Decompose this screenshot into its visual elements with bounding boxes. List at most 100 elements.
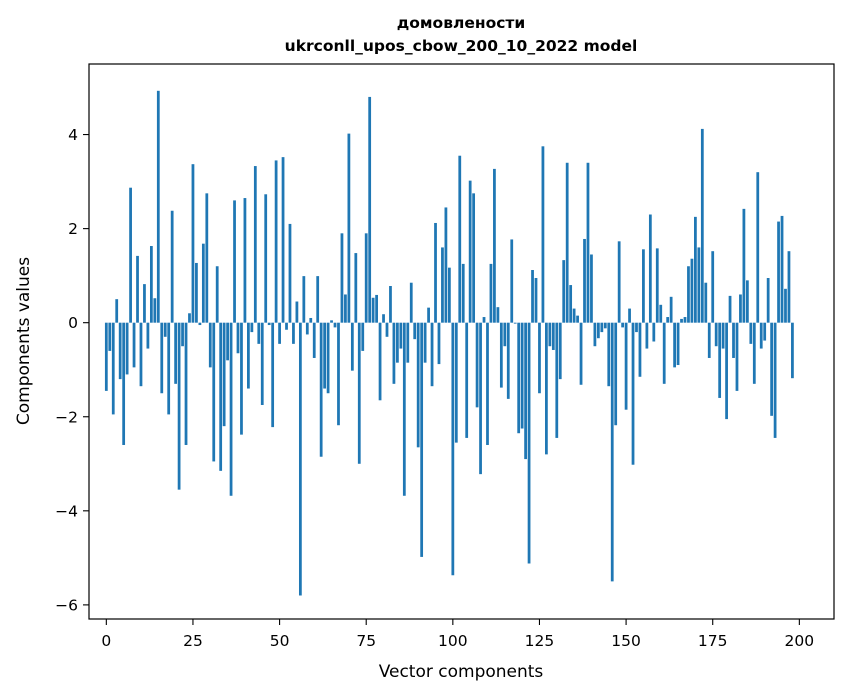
- bar: [496, 307, 500, 323]
- bar: [461, 263, 465, 323]
- bar: [219, 322, 223, 471]
- bar: [763, 322, 767, 341]
- bar: [607, 322, 611, 387]
- bar: [413, 322, 417, 340]
- bar: [271, 322, 275, 428]
- y-tick-label: 0: [68, 314, 78, 332]
- bar: [635, 322, 638, 333]
- bar: [136, 255, 139, 323]
- bar: [687, 266, 690, 323]
- bars-group: [104, 90, 794, 596]
- bar: [503, 322, 507, 347]
- bar: [143, 284, 146, 323]
- bar: [340, 233, 344, 323]
- bar: [253, 166, 257, 323]
- y-tick-label: −4: [55, 502, 78, 520]
- bar: [247, 322, 250, 389]
- bar: [586, 162, 590, 323]
- bar: [447, 267, 451, 323]
- bar: [333, 322, 337, 328]
- x-tick-label: 50: [270, 632, 290, 650]
- bar: [222, 322, 226, 427]
- bar: [201, 243, 205, 323]
- bar: [732, 322, 735, 358]
- bar: [707, 322, 711, 358]
- bar: [139, 322, 143, 387]
- bar: [655, 248, 659, 323]
- bar: [229, 322, 233, 496]
- bar: [212, 322, 216, 462]
- bar: [694, 216, 697, 323]
- bar: [104, 322, 108, 391]
- bar: [406, 322, 410, 363]
- bar: [752, 322, 756, 384]
- bar: [648, 214, 652, 323]
- bar: [662, 322, 666, 384]
- bar: [728, 295, 732, 323]
- bar: [434, 222, 437, 323]
- bar: [170, 210, 174, 323]
- bar: [146, 322, 150, 349]
- bar: [323, 322, 327, 389]
- bar: [402, 322, 406, 496]
- bar: [399, 322, 403, 349]
- bar: [295, 301, 299, 323]
- bar: [427, 307, 430, 323]
- bar: [167, 322, 171, 415]
- bar: [371, 297, 375, 323]
- bar: [766, 278, 770, 323]
- bar: [538, 322, 541, 394]
- bar: [375, 294, 378, 323]
- bar: [468, 180, 472, 323]
- bar: [520, 322, 524, 429]
- bar: [676, 322, 680, 366]
- bar: [451, 322, 455, 576]
- bar: [773, 322, 777, 438]
- bar: [780, 215, 784, 323]
- bar: [479, 322, 482, 475]
- bar: [302, 276, 306, 323]
- bar: [638, 322, 642, 377]
- x-tick-label: 125: [525, 632, 555, 650]
- bar: [749, 322, 753, 344]
- bar: [714, 322, 718, 347]
- bar: [770, 322, 774, 416]
- bar: [191, 164, 195, 323]
- bar: [149, 246, 153, 323]
- bar: [430, 322, 434, 387]
- bar: [305, 322, 309, 335]
- bar: [513, 322, 517, 324]
- bar: [441, 247, 444, 323]
- bar: [177, 322, 181, 490]
- bar: [267, 322, 271, 326]
- bar: [337, 322, 340, 426]
- bar: [278, 322, 281, 344]
- bar: [628, 308, 631, 323]
- bar: [735, 322, 739, 391]
- bar: [787, 251, 791, 323]
- bar: [659, 304, 663, 323]
- bar: [711, 251, 715, 323]
- bar: [160, 322, 164, 394]
- bar: [621, 322, 625, 328]
- bar: [316, 276, 320, 323]
- chart-title-line1: домовлености: [397, 14, 526, 32]
- bar: [652, 322, 656, 342]
- bar: [718, 322, 722, 398]
- chart-title-line2: ukrconll_upos_cbow_200_10_2022 model: [285, 37, 638, 55]
- y-tick-label: 4: [68, 126, 78, 144]
- bar: [524, 322, 527, 460]
- bar: [517, 322, 521, 434]
- bar: [576, 315, 579, 323]
- bar: [378, 322, 382, 401]
- bar: [791, 322, 794, 379]
- x-tick-label: 75: [356, 632, 376, 650]
- bar: [184, 322, 188, 445]
- bar: [680, 318, 683, 323]
- bar: [475, 322, 479, 408]
- bar: [344, 294, 347, 323]
- bar: [368, 96, 372, 323]
- bar: [600, 322, 604, 333]
- bar: [163, 322, 167, 337]
- bar: [465, 322, 469, 438]
